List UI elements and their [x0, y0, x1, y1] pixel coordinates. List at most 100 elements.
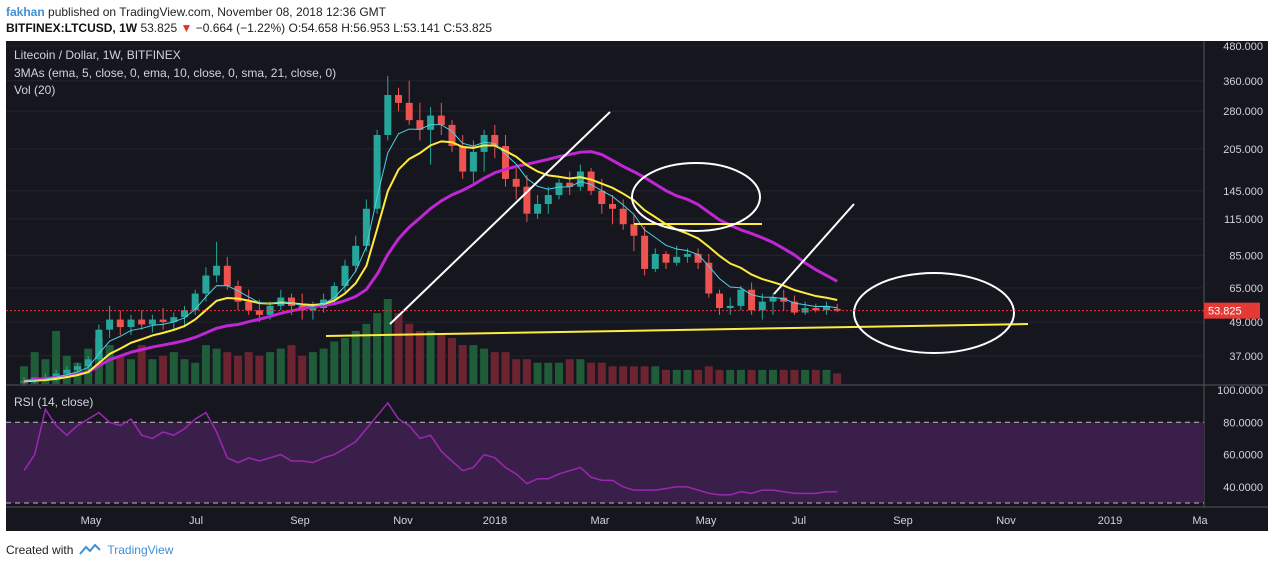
candle [651, 248, 659, 273]
candle [95, 324, 103, 363]
rsi-line [23, 401, 838, 496]
time-axis[interactable]: May Jul Sep Nov 2018 Mar May Jul Sep Nov 2019 Ma [6, 506, 1268, 527]
candle-body [512, 178, 520, 187]
last-price-badge [1204, 302, 1260, 319]
candle-body [662, 253, 670, 263]
candle-body [544, 195, 552, 205]
candle [758, 293, 766, 320]
publish-info: published on TradingView.com, November 0… [48, 5, 387, 19]
low-value: L:53.141 [393, 21, 440, 35]
candle-body [170, 317, 178, 323]
candle-body [673, 256, 681, 263]
volume-bar [319, 348, 328, 384]
price-tick-label: 205.000 [1223, 144, 1263, 156]
candle-body [116, 319, 124, 328]
candle [641, 226, 649, 276]
time-tick-label: May [81, 515, 102, 527]
chart-header: fakhan published on TradingView.com, Nov… [6, 4, 492, 36]
volume-bar [619, 366, 628, 384]
volume-bar [694, 369, 703, 384]
candle [373, 129, 381, 214]
volume-bar [276, 348, 285, 384]
candle-body [437, 115, 445, 125]
candle-body [202, 275, 210, 294]
high-value: H:56.953 [341, 21, 390, 35]
candle-body [491, 134, 499, 146]
candle [737, 285, 745, 311]
candle-body [758, 301, 766, 311]
volume-bar [790, 369, 799, 384]
candle-body [748, 289, 756, 311]
volume-bar [266, 352, 275, 384]
volume-bar [137, 345, 146, 384]
tradingview-link[interactable]: TradingView [107, 543, 174, 557]
volume-bar [405, 323, 414, 384]
candle-body [213, 265, 221, 276]
candle [106, 305, 114, 338]
candle-body [288, 297, 295, 306]
volume-bar [201, 345, 210, 384]
open-value: O:54.658 [288, 21, 338, 35]
candle-body [534, 204, 542, 214]
candle-body [395, 95, 402, 103]
volume-bar [811, 369, 820, 384]
candle [138, 310, 146, 330]
volume-bar [512, 359, 521, 384]
candle-body [619, 208, 627, 225]
candle-body [52, 373, 60, 378]
time-tick-label: Jul [792, 515, 806, 527]
volume-bar [565, 359, 574, 384]
volume-bar [255, 355, 264, 384]
candle [362, 199, 370, 252]
candle [416, 102, 424, 141]
candle-body [309, 308, 317, 311]
volume-bar [234, 355, 242, 384]
down-arrow-icon: ▼ [180, 21, 193, 35]
rsi-tick-label: 60.0000 [1223, 450, 1263, 462]
candle-body [502, 145, 509, 179]
time-tick-label: Ma [1192, 515, 1208, 527]
rsi-tick-label: 100.0000 [1217, 385, 1263, 397]
trendline-1 [389, 111, 611, 325]
time-tick-label: Mar [591, 515, 610, 527]
volume-bar [308, 352, 317, 384]
consolidation-ellipse-1 [631, 162, 761, 232]
chart-area[interactable]: 480.000 360.000 280.000 205.000 145.000 115.0… [6, 41, 1268, 531]
price-change: −0.664 (−1.22%) [195, 21, 286, 35]
candle-body [651, 253, 659, 269]
candle-body [448, 124, 456, 146]
candle-body [555, 182, 563, 196]
volume-bar [726, 369, 735, 384]
rsi-indicator-label: RSI (14, close) [14, 395, 93, 409]
time-tick-label: Sep [290, 515, 310, 527]
volume-bar [629, 366, 638, 384]
author-link[interactable]: fakhan [6, 5, 45, 19]
volume-bar [801, 369, 810, 384]
price-axis[interactable]: 480.000 360.000 280.000 205.000 145.000 115.0… [6, 41, 1268, 531]
volume-bar [20, 366, 28, 384]
volume-bar [223, 352, 232, 384]
candle [555, 178, 563, 200]
candle-body [769, 297, 777, 302]
volume-bars [20, 299, 842, 384]
candle [630, 213, 638, 252]
volume-bar [159, 355, 168, 384]
volume-bar [362, 323, 371, 384]
candle [170, 312, 178, 330]
volume-bar [351, 330, 360, 384]
candle [213, 241, 221, 283]
volume-bar [704, 366, 713, 384]
candle-body [63, 369, 71, 374]
volume-bar [683, 369, 692, 384]
candle-body [159, 319, 167, 323]
volume-bar [41, 359, 50, 384]
ema-5-line [23, 124, 838, 382]
volume-bar [169, 352, 178, 384]
volume-bar [383, 299, 392, 384]
candle [405, 80, 413, 125]
time-tick-label: Nov [996, 515, 1016, 527]
symbol-label: BITFINEX:LTCUSD, 1W [6, 21, 138, 35]
candle-body [138, 319, 146, 325]
volume-bar [779, 369, 788, 384]
candle [801, 301, 809, 315]
